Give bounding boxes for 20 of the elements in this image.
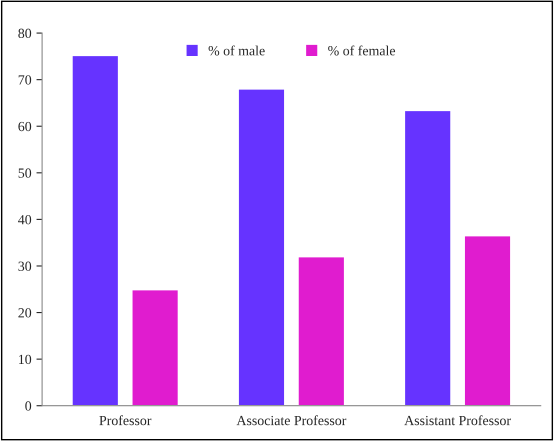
bar xyxy=(71,54,120,406)
legend-label: % of female xyxy=(328,46,396,56)
y-tick-label: 20 xyxy=(18,308,32,318)
y-tick-label: 40 xyxy=(18,214,32,224)
bar xyxy=(131,289,180,406)
y-tick-label: 0 xyxy=(25,401,32,411)
y-tick-label: 30 xyxy=(18,262,32,271)
y-tick-label: 50 xyxy=(18,168,32,178)
x-tick-label: Assistant Professor xyxy=(404,415,511,426)
x-tick-label: Professor xyxy=(99,415,152,426)
y-tick-label: 10 xyxy=(19,354,32,364)
bar xyxy=(238,88,286,406)
legend-label: % of male xyxy=(208,46,265,56)
bar xyxy=(297,256,346,406)
bar xyxy=(464,235,512,406)
y-tick-label: 60 xyxy=(18,122,32,132)
y-tick-label: 80 xyxy=(18,28,32,38)
bar xyxy=(404,110,452,406)
x-tick-label: Associate Professor xyxy=(236,415,346,426)
y-tick-label: 70 xyxy=(18,75,32,85)
